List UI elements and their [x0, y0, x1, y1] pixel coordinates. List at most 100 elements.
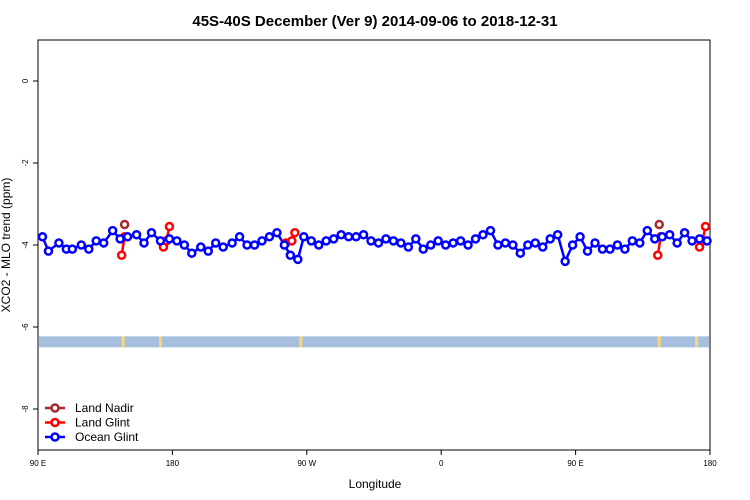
legend-marker [50, 432, 60, 442]
ocean-glint-point [131, 230, 142, 240]
ocean-glint-point [664, 230, 675, 240]
land-glint-point [287, 236, 297, 246]
ocean-glint-point [545, 234, 555, 244]
ocean-glint-point [411, 234, 421, 244]
ocean-glint-point [299, 232, 309, 242]
legend-marker [50, 403, 60, 413]
ocean-glint-point [91, 236, 101, 246]
ocean-glint-point [500, 238, 511, 248]
ocean-glint-point [635, 238, 645, 248]
ocean-glint-point [249, 240, 260, 250]
ocean-glint-point [210, 238, 221, 248]
ocean-glint-point [530, 238, 541, 248]
ocean-glint-point [285, 250, 296, 260]
x-axis: 90 E 180 90 W 0 90 E 180 [30, 450, 717, 468]
x-tick-label: 90 E [567, 459, 583, 468]
ocean-glint-point [196, 242, 206, 252]
ocean-glint-point [234, 232, 245, 242]
ocean-bar [39, 336, 709, 348]
ocean-glint-point [537, 242, 548, 252]
ocean-glint-point [508, 240, 518, 250]
land-glint-point [116, 250, 127, 260]
land-glint-point [652, 250, 663, 260]
y-axis-label: XCO2 - MLO trend (ppm) [0, 178, 13, 313]
legend-label: Land Nadir [75, 401, 134, 415]
ocean-glint-point [203, 246, 213, 256]
ocean-glint-point [257, 236, 267, 246]
ocean-glint-point [478, 230, 488, 240]
ocean-glint-point [463, 240, 473, 250]
ocean-glint-point [264, 232, 275, 242]
legend-label: Land Glint [75, 416, 130, 430]
y-tick-label: -4 [21, 241, 30, 249]
ocean-glint-point [448, 238, 458, 248]
ocean-glint-point [164, 234, 175, 244]
ocean-glint-point [687, 236, 697, 246]
ocean-glint-point [76, 240, 87, 250]
ocean-glint-point [396, 238, 406, 248]
ocean-glint-point [597, 244, 608, 254]
ocean-glint-point [321, 236, 331, 246]
ocean-glint-point [433, 236, 443, 246]
ocean-glint-point [649, 234, 660, 244]
ocean-glint-point [336, 230, 346, 240]
ocean-glint-point [418, 244, 429, 254]
ocean-glint-point [575, 232, 585, 242]
ocean-glint-point [702, 236, 712, 246]
legend-marker [50, 417, 60, 428]
y-tick-label: -2 [21, 159, 30, 167]
ocean-glint-point [590, 238, 600, 248]
series-layer [37, 219, 712, 267]
x-tick-label: 90 W [297, 459, 316, 468]
ocean-glint-point [523, 240, 533, 250]
ocean-glint-point [146, 227, 157, 238]
x-tick-label: 180 [166, 459, 180, 468]
ocean-glint-point [84, 244, 94, 254]
ocean-glint-point [313, 240, 324, 250]
land-segment [695, 336, 699, 348]
ocean-glint-point [279, 240, 290, 250]
ocean-glint-point [605, 244, 615, 254]
ocean-glint-point [381, 234, 391, 244]
ocean-glint-point [54, 238, 64, 248]
ocean-glint-point [612, 240, 623, 250]
ocean-glint-point [218, 242, 228, 252]
land-nadir-point [654, 219, 664, 230]
y-tick-label: 0 [21, 78, 30, 83]
land-segment [158, 336, 162, 348]
ocean-glint-point [440, 240, 451, 250]
ocean-glint-point [67, 244, 78, 254]
ocean-glint-point [470, 234, 481, 244]
x-tick-label: 0 [439, 459, 444, 468]
ocean-glint-point [493, 240, 503, 250]
ocean-glint-point [122, 232, 133, 242]
ocean-glint-point [293, 254, 303, 265]
y-tick-label: -6 [21, 323, 30, 331]
ocean-glint-point [552, 230, 563, 240]
x-axis-label: Longitude [349, 477, 402, 491]
ocean-glint-point [679, 227, 690, 238]
chart-title: 45S-40S December (Ver 9) 2014-09-06 to 2… [192, 13, 557, 30]
ocean-glint-point [37, 232, 48, 242]
ocean-glint-point [560, 256, 570, 267]
x-tick-label: 180 [703, 459, 717, 468]
ocean-glint-point [139, 238, 149, 248]
ocean-glint-point [366, 236, 376, 246]
ocean-glint-point [620, 244, 630, 254]
land-segment [121, 336, 125, 348]
ocean-glint-point [227, 238, 237, 248]
ocean-glint-point [672, 238, 682, 248]
ocean-glint-point [515, 248, 526, 258]
ocean-glint-point [567, 240, 578, 250]
ocean-glint-point [272, 227, 282, 238]
ocean-glint-point [43, 246, 54, 256]
ocean-glint-point [425, 240, 436, 250]
ocean-glint-point [403, 242, 414, 252]
ocean-glint-point [358, 230, 369, 240]
y-axis: 0 -2 -4 -6 -8 [21, 78, 38, 413]
ocean-glint-point [328, 234, 339, 244]
ocean-glint-point [107, 225, 118, 236]
ocean-glint-point [172, 236, 182, 246]
